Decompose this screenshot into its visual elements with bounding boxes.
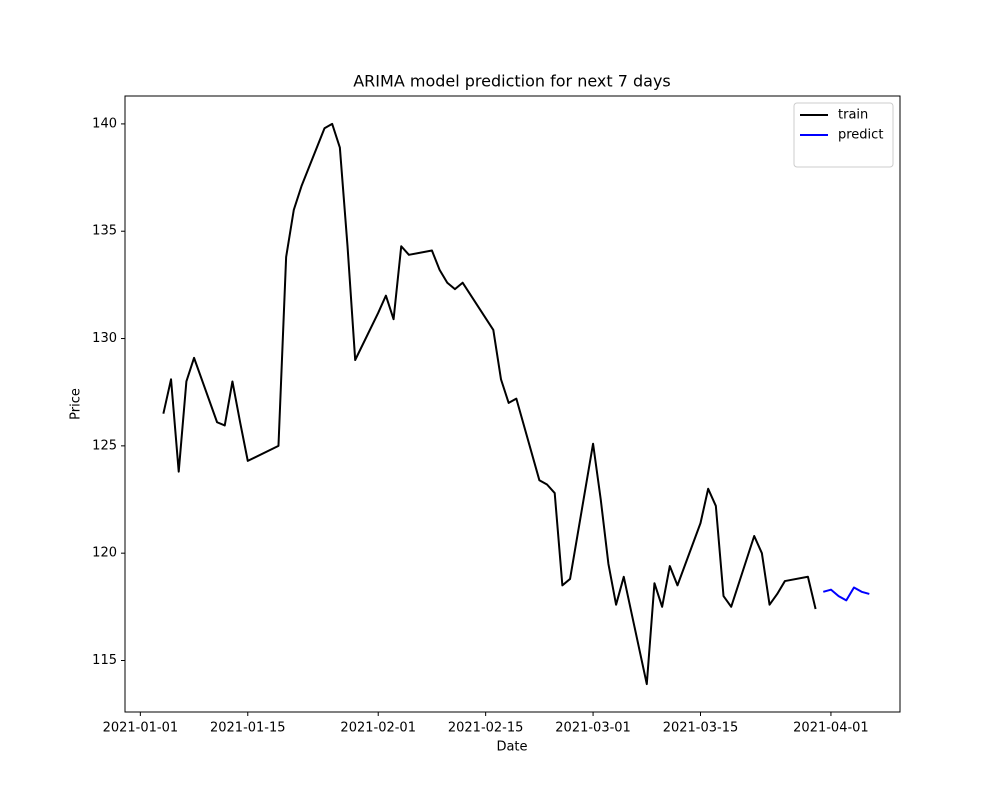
y-tick-label: 130 — [92, 331, 117, 346]
y-tick-label: 140 — [92, 116, 117, 131]
legend-label: predict — [838, 128, 883, 143]
chart-title: ARIMA model prediction for next 7 days — [353, 72, 671, 91]
y-axis-label: Price — [69, 388, 84, 420]
x-tick-label: 2021-01-15 — [210, 721, 286, 736]
x-tick-label: 2021-02-15 — [448, 721, 524, 736]
legend-box — [793, 102, 894, 168]
x-tick-label: 2021-04-01 — [793, 721, 869, 736]
y-tick-label: 125 — [92, 438, 117, 453]
plot-frame — [124, 95, 901, 713]
x-tick-label: 2021-01-01 — [103, 721, 179, 736]
x-tick-label: 2021-02-01 — [340, 721, 416, 736]
x-axis-label: Date — [496, 740, 527, 755]
legend-label: train — [838, 108, 868, 123]
line — [162, 122, 817, 686]
y-tick-label: 135 — [92, 224, 117, 239]
x-tick-label: 2021-03-01 — [555, 721, 631, 736]
y-tick-label: 115 — [92, 653, 117, 668]
line — [822, 586, 870, 602]
x-tick-label: 2021-03-15 — [663, 721, 739, 736]
y-tick-label: 120 — [92, 546, 117, 561]
